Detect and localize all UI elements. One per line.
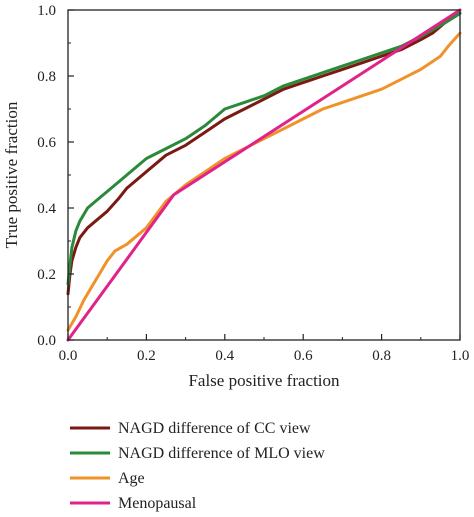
x-axis-title: False positive fraction	[188, 371, 340, 390]
x-tick-label: 0.8	[372, 348, 391, 364]
series-line-3	[66, 31, 462, 332]
legend-label-2: NAGD difference of MLO view	[118, 445, 325, 462]
y-tick-label: 0.4	[37, 201, 56, 217]
legend-label-4: Menopausal	[118, 495, 197, 512]
y-axis-title: True positive fraction	[2, 101, 21, 248]
y-tick-label: 0.0	[37, 333, 56, 349]
legend-label-1: NAGD difference of CC view	[118, 420, 311, 437]
plot-area	[66, 8, 462, 342]
y-tick-label: 0.8	[37, 69, 56, 85]
series-line-1	[66, 11, 462, 296]
x-tick-label: 0.6	[294, 348, 313, 364]
legend: NAGD difference of CC view NAGD differenc…	[70, 420, 325, 512]
series-line-2	[66, 11, 462, 286]
x-tick-label: 0.0	[59, 348, 78, 364]
series-line-4	[66, 8, 462, 342]
y-tick-label: 0.6	[37, 135, 56, 151]
x-tick-label: 0.4	[215, 348, 234, 364]
x-tick-label: 1.0	[451, 348, 470, 364]
legend-label-3: Age	[118, 470, 145, 487]
y-tick-label: 0.2	[37, 267, 56, 283]
y-tick-label: 1.0	[37, 3, 56, 19]
axes: 0.0 0.2 0.4 0.6 0.8 1.0 0.0 0.2 0.4 0.6 0.8 1.0	[37, 3, 469, 364]
x-tick-label: 0.2	[137, 348, 156, 364]
